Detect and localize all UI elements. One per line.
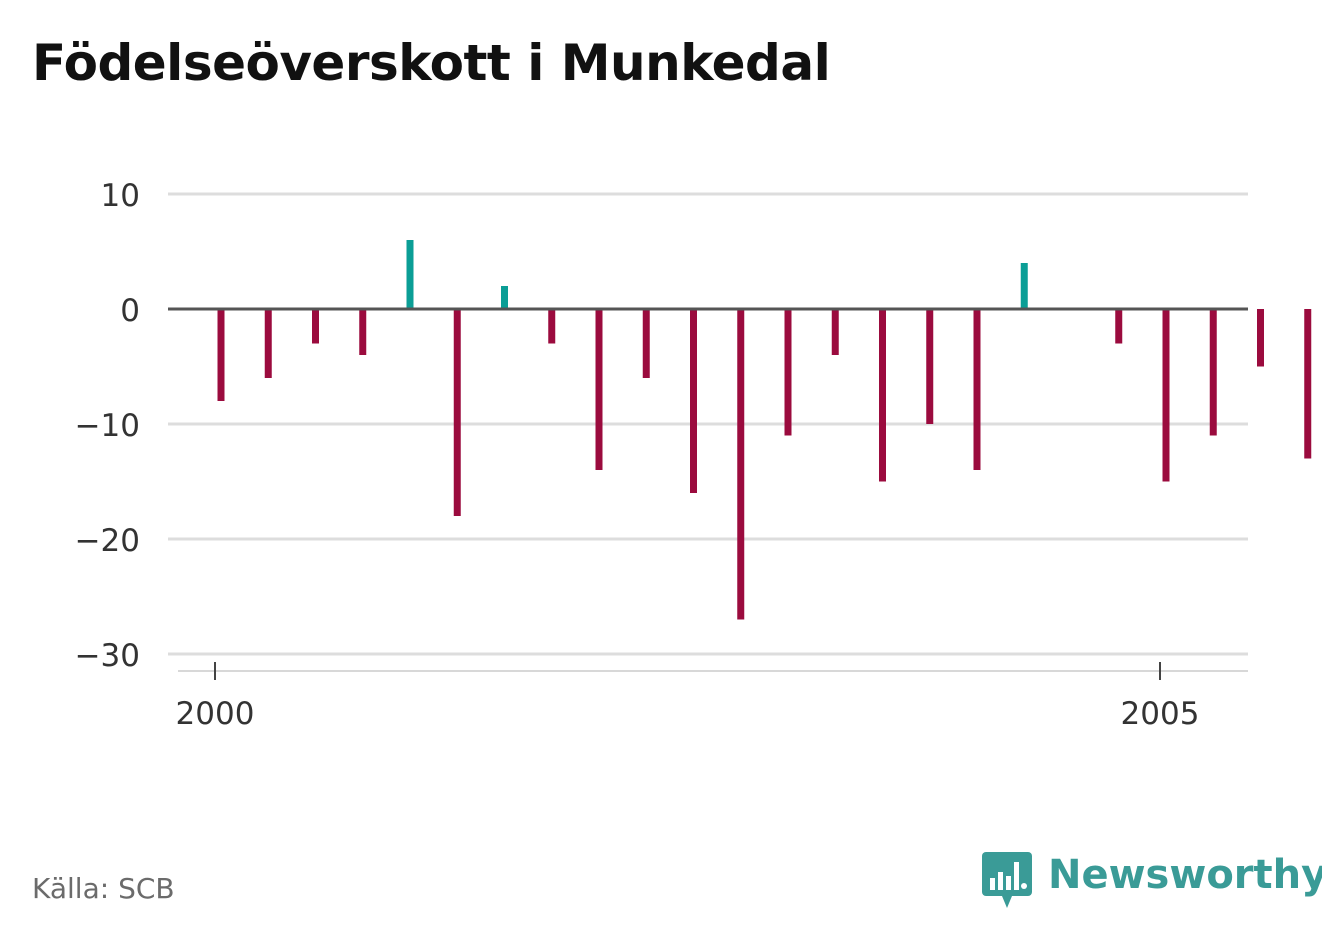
y-tick-label: −10 — [75, 408, 140, 444]
bar — [831, 309, 839, 355]
bar — [595, 309, 603, 470]
brand-name: Newsworthy — [1048, 852, 1322, 898]
bar — [784, 309, 792, 436]
bar — [406, 240, 414, 309]
grid-lines — [168, 192, 1248, 656]
bar — [548, 309, 556, 344]
bar — [217, 309, 225, 401]
y-tick-label: −30 — [75, 638, 140, 674]
y-tick-label: −20 — [75, 523, 140, 559]
brand-logo[interactable]: Newsworthy — [980, 850, 1322, 910]
bar-chart: 100−10−20−30200020052010201520202025 — [75, 178, 1312, 732]
bar — [642, 309, 650, 378]
bar — [1304, 309, 1312, 459]
bar — [926, 309, 934, 424]
x-tick-label: 2000 — [176, 696, 255, 732]
bar — [690, 309, 697, 493]
bar — [1209, 309, 1217, 436]
bar — [1162, 309, 1170, 482]
bars — [217, 240, 1312, 620]
bar — [501, 286, 508, 309]
bar — [1020, 263, 1028, 309]
source-label: Källa: SCB — [32, 872, 175, 905]
bar — [737, 309, 745, 620]
y-tick-label: 0 — [120, 293, 140, 329]
bar — [359, 309, 367, 355]
bar — [312, 309, 319, 344]
x-tick-label: 2005 — [1121, 696, 1200, 732]
bar — [879, 309, 886, 482]
y-tick-label: 10 — [101, 178, 140, 214]
bar — [264, 309, 272, 378]
bar — [1115, 309, 1123, 344]
bar — [1257, 309, 1264, 367]
chart-title: Födelseöverskott i Munkedal — [32, 34, 831, 92]
axes: 100−10−20−30200020052010201520202025 — [75, 178, 1248, 732]
bar-chart-speech-bubble-icon — [982, 852, 1032, 908]
bar — [973, 309, 981, 470]
bar — [453, 309, 461, 516]
